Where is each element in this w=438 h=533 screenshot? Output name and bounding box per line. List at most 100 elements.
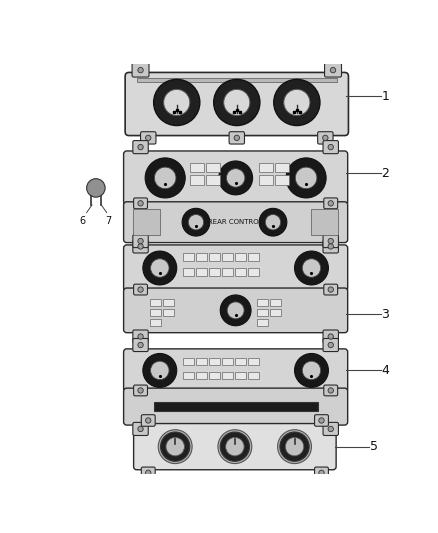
Bar: [183, 372, 194, 378]
Circle shape: [328, 334, 333, 339]
Circle shape: [226, 168, 245, 187]
Text: 3: 3: [381, 308, 389, 321]
FancyBboxPatch shape: [133, 141, 148, 154]
Bar: [259, 163, 272, 172]
Circle shape: [323, 135, 328, 141]
Bar: [275, 163, 289, 172]
Circle shape: [138, 426, 143, 432]
Circle shape: [295, 167, 317, 189]
Bar: [183, 268, 194, 276]
FancyBboxPatch shape: [133, 240, 148, 253]
Bar: [248, 372, 259, 378]
Circle shape: [328, 144, 333, 150]
Circle shape: [227, 302, 244, 319]
Bar: [248, 268, 259, 276]
Circle shape: [328, 387, 333, 393]
Circle shape: [161, 432, 190, 461]
Circle shape: [328, 244, 333, 249]
Circle shape: [151, 361, 169, 379]
Circle shape: [138, 334, 143, 339]
Bar: [235, 253, 246, 261]
Circle shape: [138, 68, 143, 73]
Circle shape: [145, 158, 185, 198]
FancyBboxPatch shape: [323, 338, 339, 352]
Circle shape: [158, 430, 192, 464]
Circle shape: [214, 79, 260, 126]
Circle shape: [145, 470, 151, 475]
Bar: [196, 253, 207, 261]
Bar: [270, 299, 281, 306]
FancyBboxPatch shape: [324, 284, 338, 295]
FancyBboxPatch shape: [141, 467, 155, 479]
Circle shape: [319, 418, 324, 423]
Circle shape: [138, 238, 143, 244]
Circle shape: [284, 90, 310, 116]
Bar: [209, 253, 220, 261]
Bar: [248, 253, 259, 261]
Circle shape: [138, 244, 143, 249]
Bar: [196, 268, 207, 276]
Bar: [163, 299, 173, 306]
Circle shape: [155, 167, 176, 189]
Bar: [235, 372, 246, 378]
Circle shape: [328, 287, 333, 292]
Bar: [257, 309, 268, 316]
Bar: [222, 358, 233, 365]
FancyBboxPatch shape: [134, 198, 148, 209]
Bar: [150, 309, 161, 316]
FancyBboxPatch shape: [318, 132, 333, 144]
FancyBboxPatch shape: [134, 284, 148, 295]
FancyBboxPatch shape: [323, 141, 339, 154]
Bar: [150, 319, 161, 326]
FancyBboxPatch shape: [124, 202, 348, 243]
FancyBboxPatch shape: [133, 422, 148, 435]
Bar: [235, 268, 246, 276]
Circle shape: [138, 287, 143, 292]
Circle shape: [274, 79, 320, 126]
FancyBboxPatch shape: [323, 422, 339, 435]
Text: 5: 5: [370, 440, 378, 453]
Circle shape: [138, 387, 143, 393]
Circle shape: [285, 438, 304, 456]
Circle shape: [220, 432, 250, 461]
FancyBboxPatch shape: [314, 467, 328, 479]
FancyBboxPatch shape: [323, 235, 339, 248]
Bar: [259, 175, 272, 184]
Bar: [311, 209, 339, 235]
Text: 4: 4: [381, 364, 389, 377]
FancyBboxPatch shape: [325, 63, 342, 77]
FancyBboxPatch shape: [124, 288, 348, 333]
Circle shape: [138, 342, 143, 348]
FancyBboxPatch shape: [134, 385, 148, 396]
FancyBboxPatch shape: [134, 424, 336, 470]
Circle shape: [328, 200, 333, 206]
Circle shape: [145, 418, 151, 423]
Text: 6: 6: [79, 216, 85, 225]
Circle shape: [226, 438, 244, 456]
Circle shape: [319, 470, 324, 475]
Bar: [150, 299, 161, 306]
FancyBboxPatch shape: [323, 330, 339, 343]
Bar: [257, 319, 268, 326]
FancyBboxPatch shape: [324, 385, 338, 396]
Bar: [209, 372, 220, 378]
Bar: [235, 358, 246, 365]
Circle shape: [219, 161, 253, 195]
Circle shape: [218, 430, 252, 464]
Circle shape: [294, 353, 328, 387]
Text: 1: 1: [381, 90, 389, 103]
Circle shape: [302, 361, 321, 379]
Circle shape: [145, 135, 151, 141]
Bar: [196, 358, 207, 365]
Bar: [209, 268, 220, 276]
Circle shape: [278, 430, 311, 464]
FancyBboxPatch shape: [124, 388, 348, 425]
Circle shape: [224, 90, 250, 116]
Circle shape: [234, 135, 240, 141]
Bar: [163, 309, 173, 316]
Circle shape: [259, 208, 287, 236]
Text: REAR CONTROL: REAR CONTROL: [208, 219, 263, 225]
Text: 2: 2: [381, 167, 389, 180]
FancyBboxPatch shape: [229, 132, 244, 144]
Bar: [222, 268, 233, 276]
